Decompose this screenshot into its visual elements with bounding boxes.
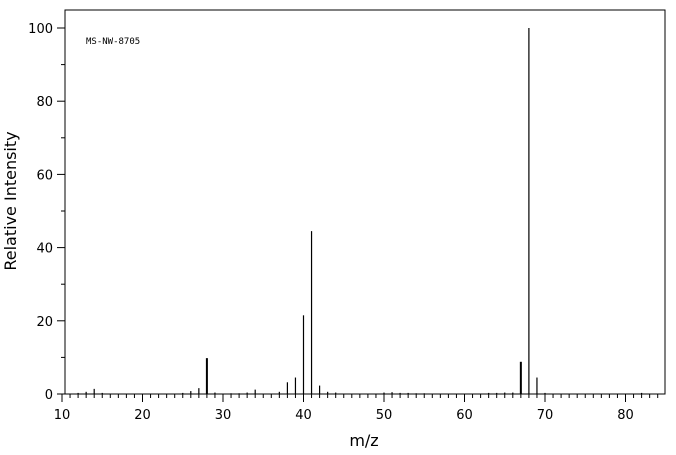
- x-tick-label: 10: [54, 408, 71, 423]
- axis-ticks: [57, 27, 659, 402]
- x-tick-label: 20: [134, 408, 151, 423]
- axis-tick-labels: 10 20 30 40 50 60 70 80 0 20 40 60 80 100: [28, 22, 634, 423]
- y-tick-label: 80: [36, 95, 53, 110]
- spectrum-peaks: [77, 28, 643, 394]
- x-tick-label: 50: [376, 408, 393, 423]
- y-tick-label: 100: [28, 22, 53, 37]
- y-tick-label: 40: [36, 242, 53, 257]
- x-tick-label: 70: [537, 408, 554, 423]
- x-tick-label: 80: [617, 408, 634, 423]
- annotation-label: MS-NW-8705: [86, 37, 140, 47]
- y-tick-label: 20: [36, 315, 53, 330]
- y-tick-label: 60: [36, 168, 53, 183]
- plot-frame: [64, 9, 666, 395]
- x-tick-label: 60: [456, 408, 473, 423]
- y-axis-title: Relative Intensity: [1, 131, 20, 270]
- x-tick-label: 30: [215, 408, 232, 423]
- y-tick-label: 0: [45, 388, 53, 403]
- x-tick-label: 40: [295, 408, 312, 423]
- x-axis-title: m/z: [349, 431, 378, 450]
